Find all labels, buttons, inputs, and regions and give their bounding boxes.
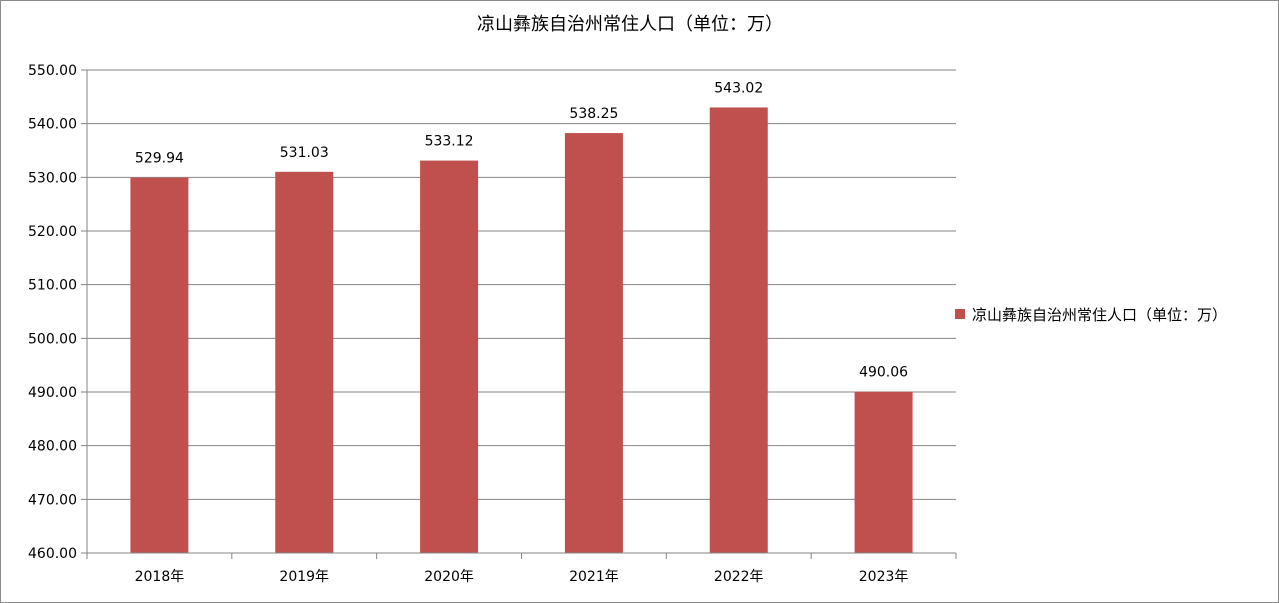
grid-lines <box>81 69 956 554</box>
y-axis-tick-labels: 460.00 470.00 480.00 490.00 500.00 510.00 520.… <box>28 63 77 562</box>
bar <box>709 107 768 553</box>
y-tick-label: 490.00 <box>28 385 77 401</box>
x-tick-label: 2022年 <box>714 569 764 585</box>
y-tick-label: 460.00 <box>28 546 77 562</box>
bar <box>420 160 479 553</box>
x-tick-label: 2020年 <box>424 569 474 585</box>
data-label: 538.25 <box>569 106 618 122</box>
legend: 凉山彝族自治州常住人口（单位：万） <box>955 306 1227 324</box>
x-tick-label: 2021年 <box>569 569 619 585</box>
legend-swatch <box>955 309 965 319</box>
x-tick-label: 2023年 <box>859 569 909 585</box>
bar <box>854 391 913 553</box>
data-label: 531.03 <box>280 145 329 161</box>
bar <box>275 171 334 553</box>
y-tick-label: 510.00 <box>28 278 77 294</box>
chart-title: 凉山彝族自治州常住人口（单位：万） <box>477 14 783 35</box>
x-tick-label: 2019年 <box>279 569 329 585</box>
data-label: 543.02 <box>714 80 763 96</box>
data-labels: 529.94 531.03 533.12 538.25 543.02 490.06 <box>135 80 908 380</box>
bar <box>130 177 189 553</box>
y-tick-label: 520.00 <box>28 224 77 240</box>
data-label: 490.06 <box>859 365 908 381</box>
axes <box>86 70 957 559</box>
y-tick-label: 480.00 <box>28 439 77 455</box>
data-label: 529.94 <box>135 151 184 167</box>
y-tick-label: 540.00 <box>28 117 77 133</box>
y-tick-label: 470.00 <box>28 492 77 508</box>
data-label: 533.12 <box>425 134 474 150</box>
x-axis-tick-labels: 2018年 2019年 2020年 2021年 2022年 2023年 <box>135 569 909 585</box>
bar <box>564 133 623 553</box>
y-tick-label: 550.00 <box>28 63 77 79</box>
bars <box>130 107 913 553</box>
x-tick-label: 2018年 <box>135 569 185 585</box>
y-tick-label: 530.00 <box>28 170 77 186</box>
y-tick-label: 500.00 <box>28 331 77 347</box>
legend-label: 凉山彝族自治州常住人口（单位：万） <box>972 306 1227 324</box>
